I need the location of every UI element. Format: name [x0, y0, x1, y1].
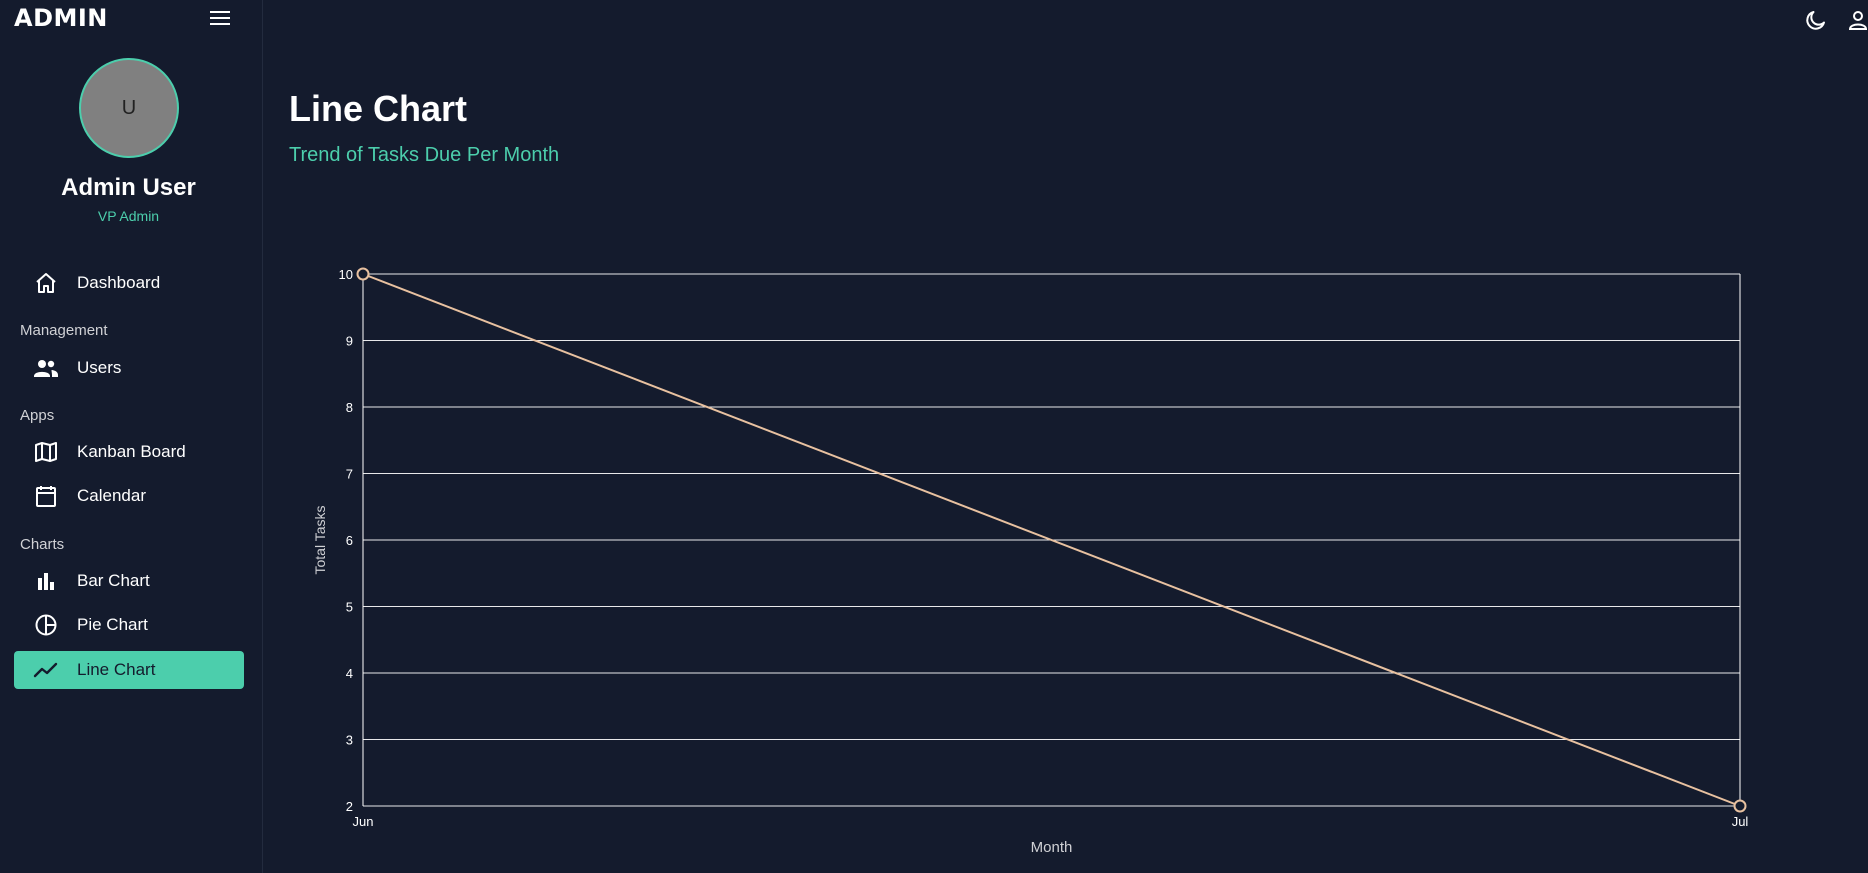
- y-tick-label: 5: [346, 600, 353, 615]
- sidebar: ADMIN U Admin User VP Admin Dashboard Ma…: [0, 0, 263, 873]
- x-tick-label: Jul: [1732, 814, 1749, 829]
- series-line: [362, 273, 1741, 807]
- user-name: Admin User: [61, 174, 196, 201]
- y-axis-label: Total Tasks: [312, 506, 328, 575]
- sidebar-item-label: Pie Chart: [77, 615, 148, 634]
- sidebar-item-label: Calendar: [77, 486, 146, 505]
- y-tick-label: 10: [339, 267, 353, 282]
- brand-title: ADMIN: [14, 4, 108, 32]
- hamburger-icon-bar: [210, 23, 230, 25]
- menu-toggle-button[interactable]: [206, 6, 234, 30]
- sidebar-item-users[interactable]: Users: [14, 349, 244, 387]
- avatar: U: [79, 58, 179, 158]
- y-tick-label: 7: [346, 467, 353, 482]
- sidebar-item-label: Users: [77, 358, 122, 377]
- pie-chart-icon: [32, 611, 60, 639]
- calendar-icon: [32, 482, 60, 510]
- x-axis-label: Month: [1031, 839, 1073, 856]
- section-label-charts: Charts: [20, 536, 65, 553]
- y-tick-label: 9: [346, 334, 353, 349]
- hamburger-icon-bar: [210, 17, 230, 19]
- y-tick-label: 2: [346, 799, 353, 814]
- section-label-apps: Apps: [20, 407, 55, 424]
- sidebar-item-dashboard[interactable]: Dashboard: [14, 264, 244, 302]
- y-tick-label: 4: [346, 666, 353, 681]
- data-point: [1733, 799, 1747, 813]
- sidebar-item-line-chart[interactable]: Line Chart: [14, 651, 244, 689]
- line-chart: 2 3 4 5 6 7 8 9 10 Jun Jul Month Total Tasks: [312, 267, 1749, 856]
- users-icon: [32, 354, 60, 382]
- sidebar-item-calendar[interactable]: Calendar: [14, 477, 244, 515]
- sidebar-item-label: Kanban Board: [77, 442, 186, 461]
- user-role: VP Admin: [97, 208, 160, 224]
- page-subtitle: Trend of Tasks Due Per Month: [289, 144, 560, 166]
- map-icon: [32, 438, 60, 466]
- sidebar-item-bar-chart[interactable]: Bar Chart: [14, 562, 244, 600]
- y-tick-label: 8: [346, 400, 353, 415]
- hamburger-icon: [210, 11, 230, 13]
- x-tick-label: Jun: [353, 814, 374, 829]
- home-icon: [32, 269, 60, 297]
- sidebar-item-pie-chart[interactable]: Pie Chart: [14, 606, 244, 644]
- sidebar-item-label: Bar Chart: [77, 571, 150, 590]
- sidebar-item-label: Dashboard: [77, 273, 161, 292]
- sidebar-item-label: Line Chart: [77, 660, 156, 679]
- moon-icon[interactable]: [1804, 8, 1828, 32]
- y-tick-label: 3: [346, 733, 353, 748]
- sidebar-item-kanban[interactable]: Kanban Board: [14, 433, 244, 471]
- y-tick-label: 6: [346, 533, 353, 548]
- page-title: Line Chart: [289, 88, 468, 129]
- data-point: [356, 267, 370, 281]
- user-icon[interactable]: [1846, 8, 1868, 32]
- section-label-management: Management: [20, 322, 108, 339]
- bar-chart-icon: [32, 567, 60, 595]
- trending-up-icon: [32, 656, 60, 684]
- avatar-initial: U: [121, 96, 137, 119]
